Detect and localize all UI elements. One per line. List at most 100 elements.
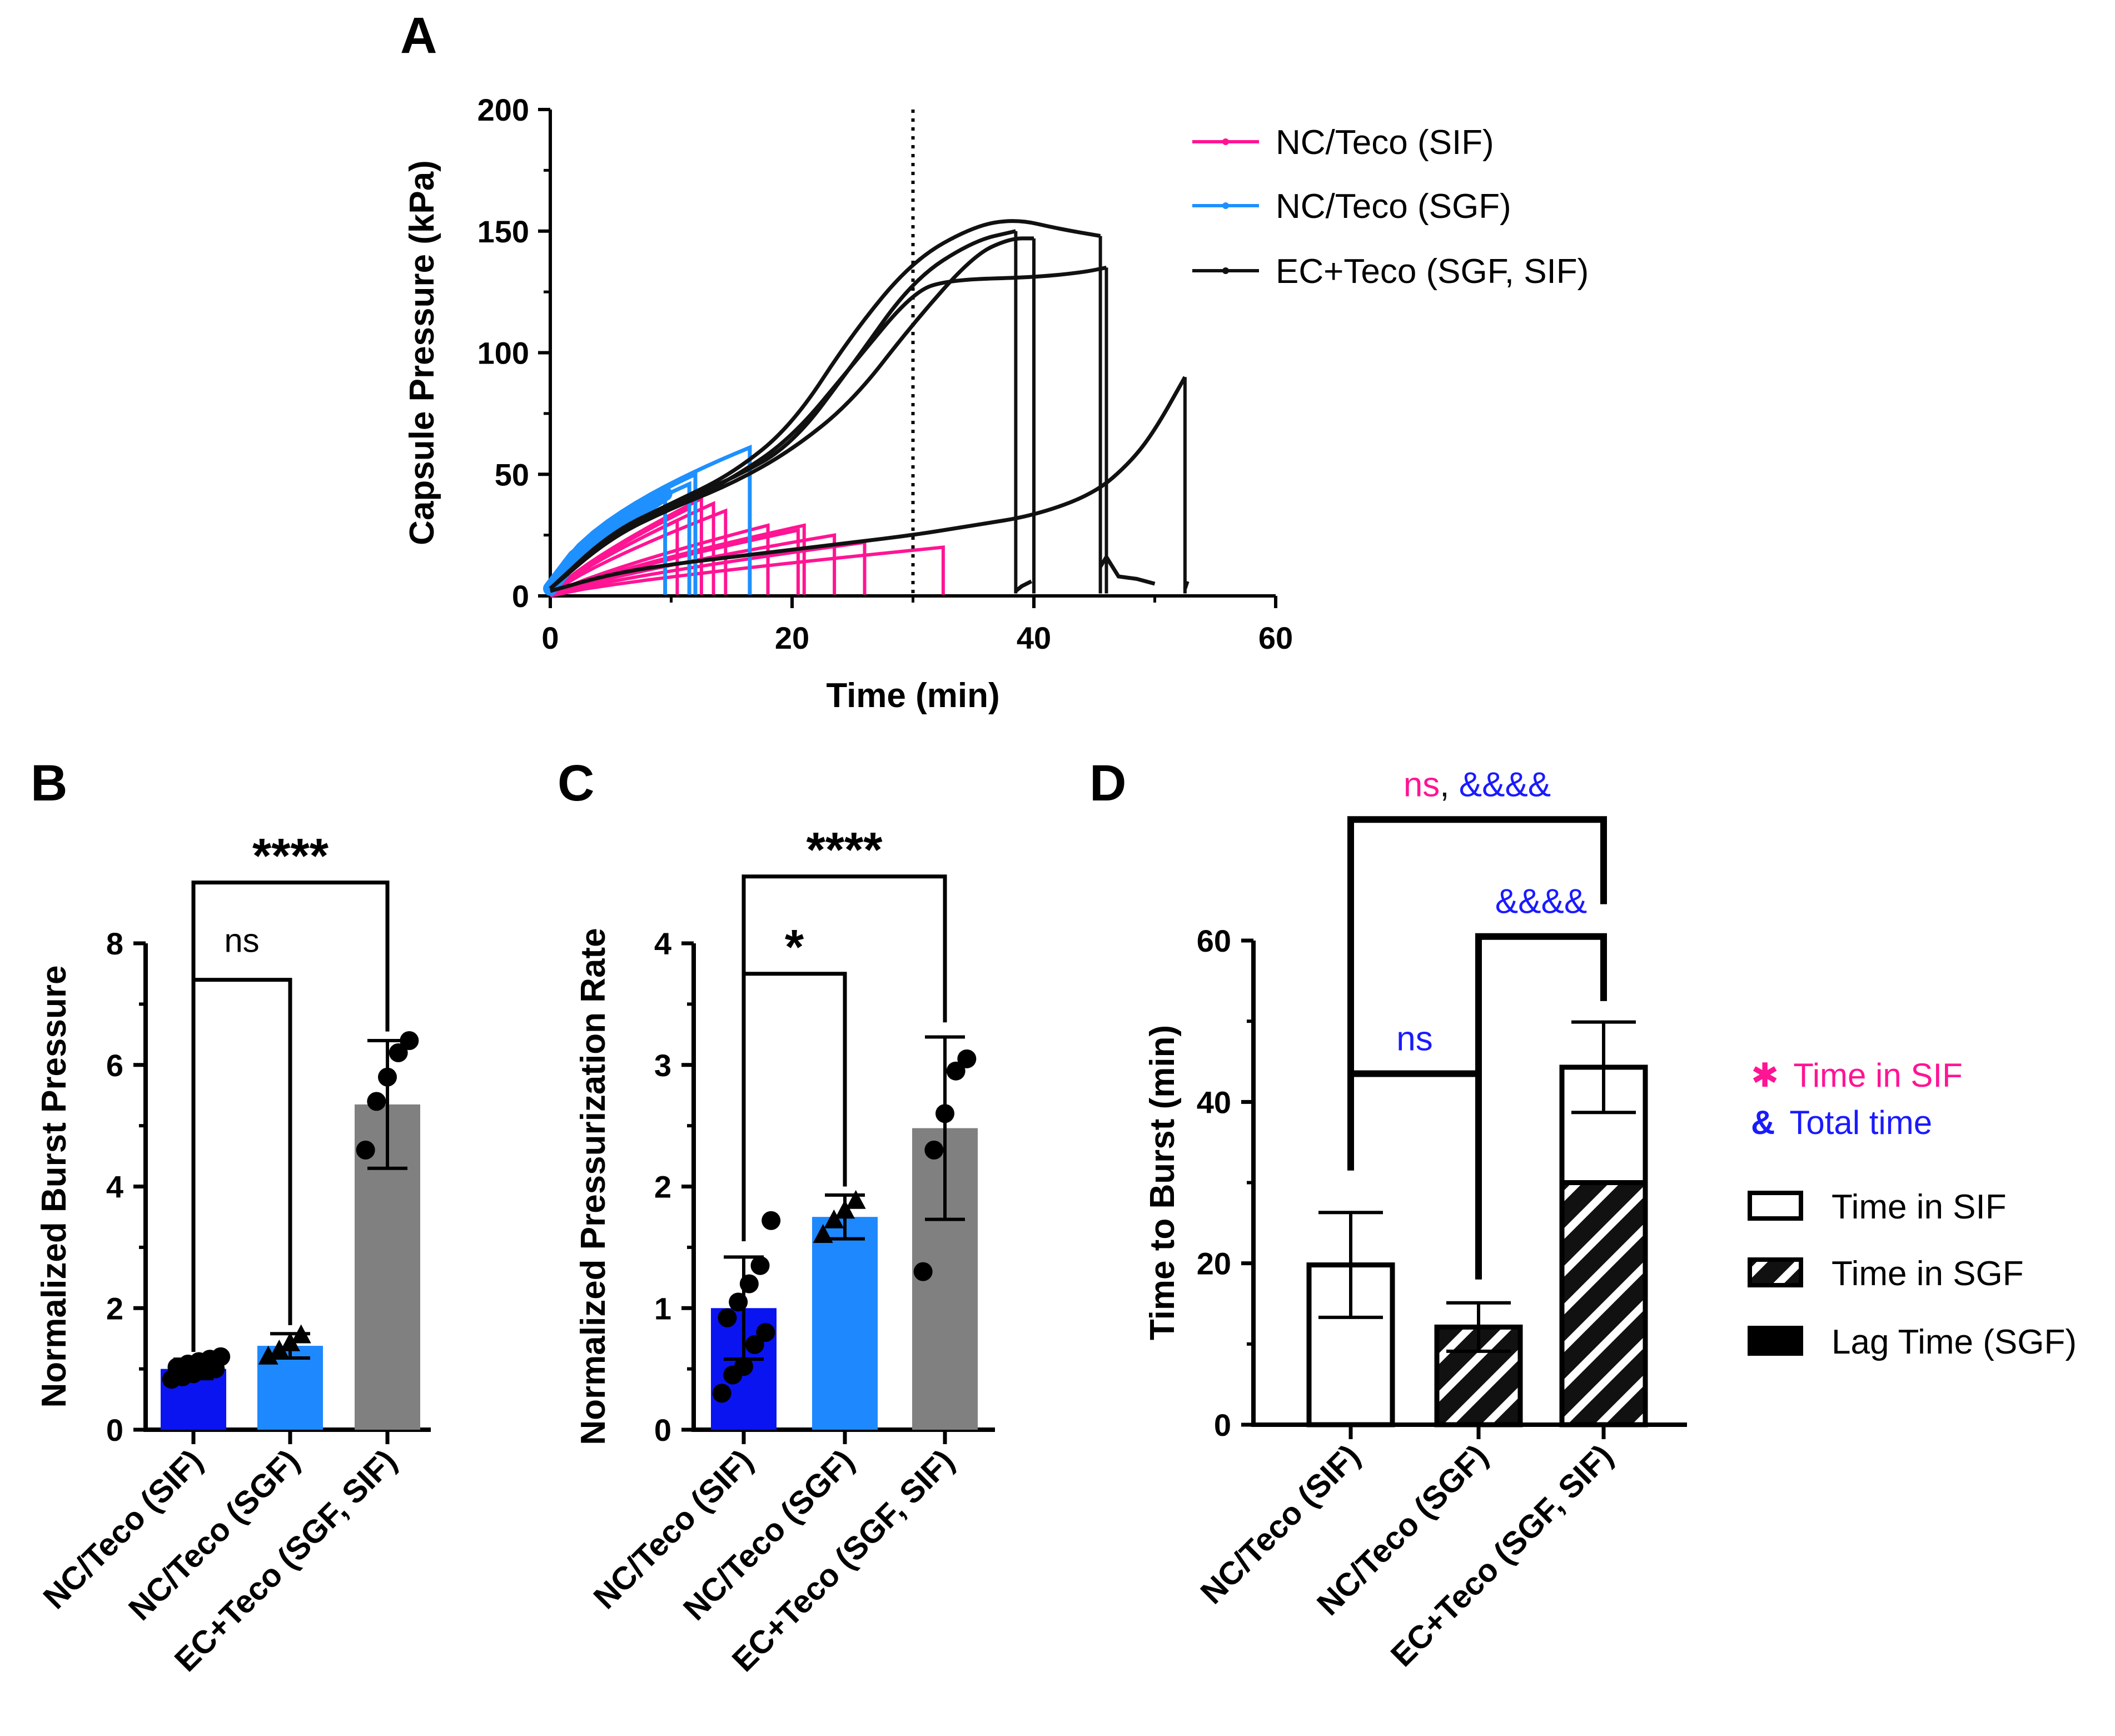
data-point bbox=[712, 1384, 731, 1403]
x-tick-label: EC+Teco (SGF, SIF) bbox=[1384, 1437, 1620, 1674]
y-tick-label: 100 bbox=[477, 336, 529, 371]
x-tick-label: NC/Teco (SGF) bbox=[676, 1442, 861, 1627]
panel-b: B 0 2 4 6 8 Normalized Burst Pressure NC/Teco (… bbox=[31, 755, 431, 1679]
y-axis-label: Normalized Pressurization Rate bbox=[574, 928, 613, 1445]
stat-legend-entry: & Total time bbox=[1751, 1104, 1932, 1141]
significance-bracket bbox=[191, 881, 390, 1352]
legend-swatch bbox=[1748, 1257, 1803, 1287]
data-point bbox=[258, 1345, 278, 1365]
y-tick-label: 200 bbox=[477, 92, 529, 127]
significance-bracket bbox=[742, 874, 947, 1241]
data-point bbox=[718, 1308, 737, 1327]
significance-label-part: , bbox=[1440, 765, 1459, 804]
y-tick-label: 40 bbox=[1197, 1085, 1231, 1120]
legend-marker bbox=[1222, 267, 1229, 274]
data-point bbox=[913, 1262, 933, 1281]
legend-label: NC/Teco (SGF) bbox=[1276, 187, 1511, 226]
sif-trace bbox=[549, 508, 728, 598]
legend-marker bbox=[1222, 138, 1229, 145]
data-point bbox=[750, 1256, 770, 1275]
significance-label: **** bbox=[252, 828, 329, 883]
bar bbox=[812, 1217, 878, 1430]
x-tick-label: 20 bbox=[775, 620, 809, 655]
data-point bbox=[762, 1211, 781, 1230]
significance-label: * bbox=[785, 919, 804, 974]
sif-trace bbox=[549, 501, 715, 598]
significance-label: &&&& bbox=[1495, 883, 1587, 921]
significance-label: ns bbox=[1396, 1020, 1432, 1058]
significance-label-part: &&&& bbox=[1495, 883, 1587, 921]
data-point bbox=[211, 1347, 231, 1366]
significance-bracket bbox=[742, 972, 847, 1241]
x-tick-label: 0 bbox=[541, 620, 559, 655]
stat-legend-entry: ✱ Time in SIF bbox=[1751, 1057, 1963, 1094]
y-tick-label: 150 bbox=[477, 214, 529, 249]
x-axis-label: Time (min) bbox=[826, 677, 999, 715]
y-tick-label: 0 bbox=[512, 579, 529, 614]
panel-label-c: C bbox=[558, 755, 594, 812]
data-point bbox=[845, 1190, 866, 1209]
data-point bbox=[367, 1092, 386, 1111]
y-tick-label: 4 bbox=[106, 1170, 123, 1205]
y-tick-label: 8 bbox=[106, 926, 123, 961]
ec-residue bbox=[1183, 580, 1190, 589]
y-tick-label: 50 bbox=[495, 457, 529, 492]
y-tick-label: 3 bbox=[654, 1048, 671, 1083]
panel-a: A 0 20 40 60 0 50 100 150 200 Time (min) Capsule Pr… bbox=[400, 7, 1589, 715]
stat-legend-label: Total time bbox=[1789, 1104, 1932, 1141]
data-point bbox=[756, 1323, 775, 1342]
stat-legend-label: Time in SIF bbox=[1793, 1057, 1962, 1094]
y-tick-label: 2 bbox=[106, 1291, 123, 1326]
data-point bbox=[745, 1335, 764, 1354]
stat-legend-symbol: ✱ bbox=[1751, 1057, 1779, 1094]
significance-label-part: ns bbox=[1404, 765, 1440, 804]
stat-legend-symbol: & bbox=[1751, 1104, 1775, 1141]
significance-bracket bbox=[1347, 816, 1607, 1074]
data-point bbox=[356, 1140, 375, 1160]
data-point bbox=[946, 1061, 966, 1081]
sgf-band bbox=[543, 486, 673, 596]
y-tick-label: 60 bbox=[1197, 923, 1231, 958]
ec-trace bbox=[549, 265, 1107, 590]
y-tick-label: 1 bbox=[654, 1291, 671, 1326]
legend-label: Time in SIF bbox=[1832, 1188, 2007, 1226]
significance-label: ns bbox=[224, 922, 259, 959]
ec-trace bbox=[549, 236, 1034, 590]
y-tick-label: 0 bbox=[106, 1412, 123, 1448]
data-point bbox=[400, 1031, 419, 1050]
y-tick-label: 4 bbox=[654, 926, 671, 961]
legend-swatch bbox=[1748, 1326, 1803, 1356]
ec-residue bbox=[1098, 553, 1156, 586]
panel-label-d: D bbox=[1089, 755, 1126, 812]
y-tick-label: 0 bbox=[654, 1412, 671, 1448]
legend-swatch bbox=[1748, 1191, 1803, 1221]
panel-c: C 0 1 2 3 4 Normalized Pressurization Rate NC/T… bbox=[558, 755, 995, 1679]
legend-label: Time in SGF bbox=[1832, 1255, 2024, 1293]
y-axis-label: Capsule Pressure (kPa) bbox=[403, 160, 441, 545]
sif-trace bbox=[550, 540, 867, 598]
data-point bbox=[269, 1339, 290, 1359]
legend-label: NC/Teco (SIF) bbox=[1276, 123, 1494, 162]
legend-label: EC+Teco (SGF, SIF) bbox=[1276, 252, 1589, 291]
significance-label-part: ns bbox=[1396, 1020, 1432, 1058]
sif-trace bbox=[550, 545, 945, 598]
significance-bracket bbox=[1475, 933, 1607, 1171]
sif-trace bbox=[549, 523, 770, 598]
y-tick-label: 2 bbox=[654, 1170, 671, 1205]
ec-residue bbox=[1014, 579, 1033, 593]
panel-label-b: B bbox=[31, 755, 67, 812]
significance-bracket bbox=[1347, 1070, 1482, 1280]
data-point bbox=[389, 1043, 408, 1062]
panel-label-a: A bbox=[400, 7, 437, 64]
significance-label-part: &&&& bbox=[1459, 765, 1551, 804]
y-axis-label: Time to Burst (min) bbox=[1143, 1025, 1182, 1340]
significance-label: ns, &&&& bbox=[1404, 765, 1551, 804]
data-point bbox=[924, 1140, 944, 1160]
data-point bbox=[734, 1357, 753, 1376]
y-axis-label: Normalized Burst Pressure bbox=[35, 966, 73, 1408]
ec-trace bbox=[549, 219, 1101, 590]
legend-marker bbox=[1222, 202, 1229, 209]
significance-label: **** bbox=[807, 822, 883, 877]
